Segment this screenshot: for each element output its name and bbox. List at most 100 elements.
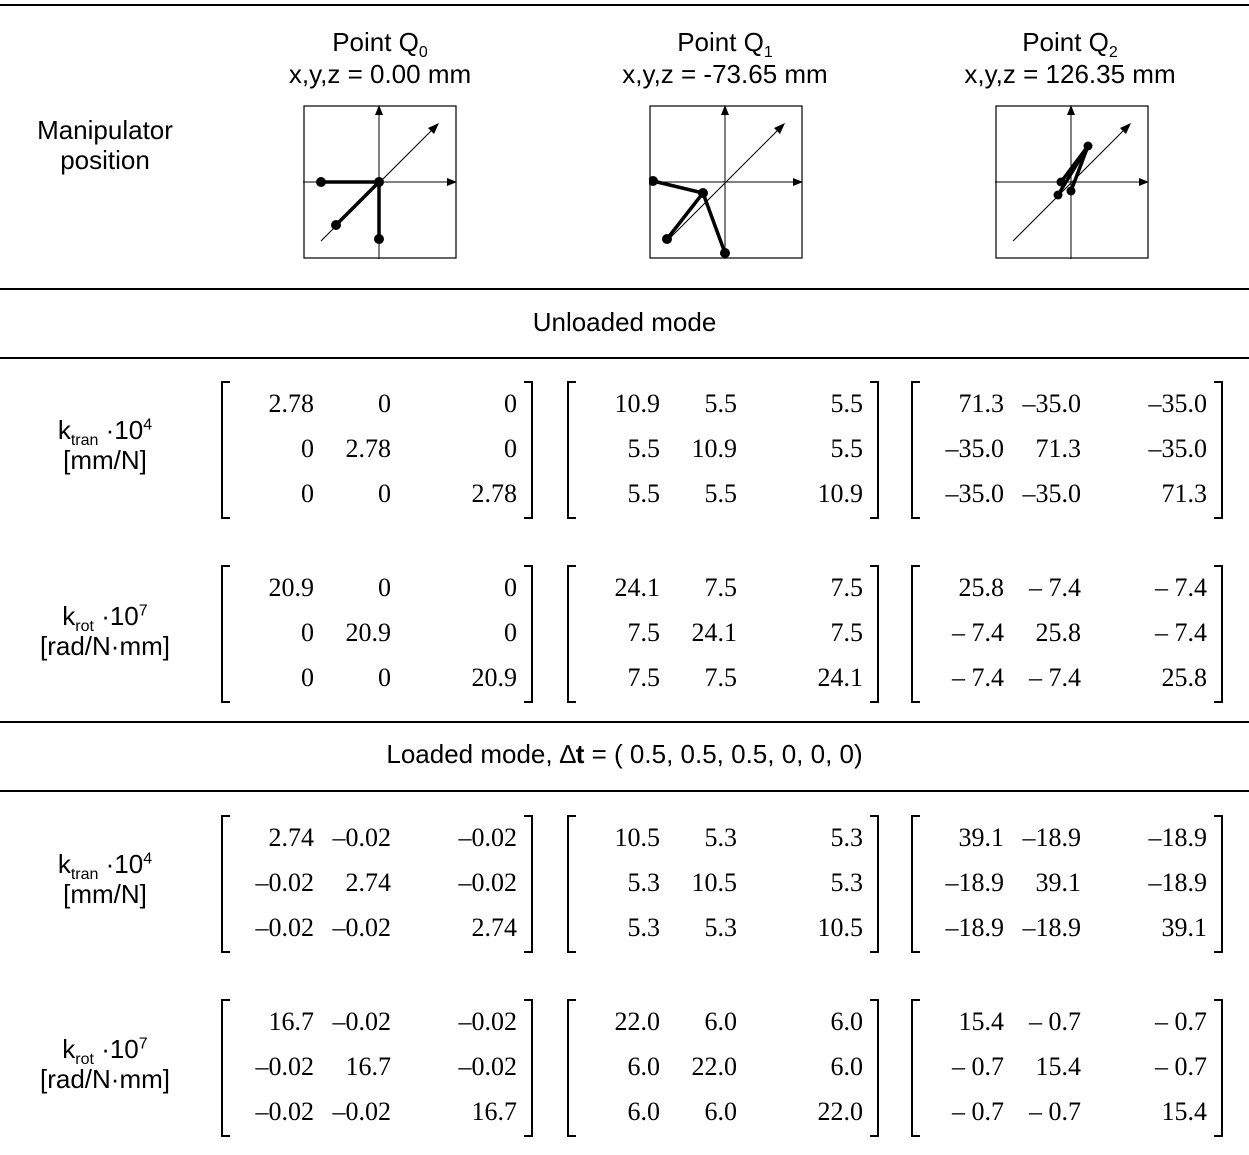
- point-q0-title: Point Q0: [332, 27, 428, 62]
- matrix-cell: 0: [378, 479, 391, 508]
- matrix-cell: 6.0: [627, 1052, 661, 1081]
- matrix-unloaded-tran-q1: 10.9 5.5 5.5 5.5 10.9 5.5 5.5 5.5 10.9: [567, 381, 879, 519]
- matrix-unloaded-tran-q2: 71.3 –35.0 –35.0 –35.0 71.3 –35.0 –35.0 –35.0 71…: [911, 381, 1223, 519]
- matrix-left-bracket: [911, 999, 920, 1137]
- matrix-left-bracket: [567, 381, 576, 519]
- matrix-left-bracket: [221, 815, 230, 953]
- matrix-cell: –0.02: [332, 913, 392, 942]
- matrix-cell: 22.0: [691, 1052, 738, 1081]
- matrix-cell: 25.8: [1161, 663, 1208, 692]
- matrix-cell: 2.78: [268, 389, 315, 418]
- matrix-cell: 39.1: [1035, 868, 1082, 897]
- top-rule: [0, 4, 1249, 6]
- manipulator-diagram-q0: [303, 105, 457, 259]
- matrix-cell: –0.02: [255, 868, 315, 897]
- ktran-label-loaded: ktran ·104 [mm/N]: [57, 849, 153, 909]
- matrix-cell: 25.8: [958, 573, 1005, 602]
- matrix-cell: 0: [504, 389, 517, 418]
- matrix-cell: 20.9: [268, 573, 315, 602]
- matrix-cell: 2.74: [345, 868, 392, 897]
- matrix-cell: – 7.4: [1155, 573, 1207, 602]
- matrix-right-bracket: [524, 815, 533, 953]
- matrix-left-bracket: [221, 999, 230, 1137]
- point-q1-coords: x,y,z = -73.65 mm: [622, 59, 828, 89]
- matrix-unloaded-rot-q1: 24.1 7.5 7.5 7.5 24.1 7.5 7.5 7.5 24.1: [567, 565, 879, 703]
- matrix-cell: 71.3: [1035, 434, 1082, 463]
- matrix-cell: – 0.7: [1029, 1007, 1081, 1036]
- matrix-cell: –0.02: [255, 913, 315, 942]
- matrix-cell: –18.9: [1022, 823, 1082, 852]
- matrix-cell: 10.9: [817, 479, 864, 508]
- point-q2-coords: x,y,z = 126.35 mm: [964, 59, 1176, 89]
- matrix-unloaded-rot-q0: 20.9 0 0 0 20.9 0 0 0 20.9: [221, 565, 533, 703]
- matrix-cell: 5.5: [830, 434, 864, 463]
- matrix-right-bracket: [524, 381, 533, 519]
- matrix-cell: 0: [504, 573, 517, 602]
- matrix-cell: – 0.7: [1029, 1097, 1081, 1126]
- matrix-cell: 0: [301, 618, 314, 647]
- matrix-cell: 15.4: [1035, 1052, 1082, 1081]
- matrix-cell: 71.3: [958, 389, 1005, 418]
- matrix-left-bracket: [911, 815, 920, 953]
- matrix-left-bracket: [221, 565, 230, 703]
- matrix-left-bracket: [567, 565, 576, 703]
- point-q1-header: Point Q1 x,y,z = -73.65 mm: [575, 26, 875, 90]
- krot-label-loaded: krot ·107 [rad/N·mm]: [40, 1034, 170, 1094]
- matrix-left-bracket: [911, 381, 920, 519]
- matrix-cell: 10.9: [691, 434, 738, 463]
- matrix-cell: 25.8: [1035, 618, 1082, 647]
- matrix-cell: 22.0: [817, 1097, 864, 1126]
- matrix-unloaded-rot-q2: 25.8 – 7.4 – 7.4 – 7.4 25.8 – 7.4 – 7.4 – 7.4 25…: [911, 565, 1223, 703]
- matrix-right-bracket: [1214, 381, 1223, 519]
- krot-label-unloaded: krot ·107 [rad/N·mm]: [40, 601, 170, 661]
- matrix-cell: –0.02: [255, 1052, 315, 1081]
- matrix-right-bracket: [524, 999, 533, 1137]
- point-q2-header: Point Q2 x,y,z = 126.35 mm: [920, 26, 1220, 90]
- matrix-cell: 6.0: [704, 1007, 738, 1036]
- matrix-cell: 2.78: [471, 479, 518, 508]
- matrix-cell: 16.7: [345, 1052, 392, 1081]
- matrix-cell: –18.9: [945, 913, 1005, 942]
- matrix-cell: 24.1: [817, 663, 864, 692]
- loaded-mode-title: Loaded mode, ∆t = ( 0.5, 0.5, 0.5, 0, 0,…: [386, 739, 863, 769]
- matrix-cell: 10.5: [691, 868, 738, 897]
- matrix-cell: –0.02: [332, 1097, 392, 1126]
- matrix-cell: –0.02: [255, 1097, 315, 1126]
- matrix-cell: –35.0: [945, 479, 1005, 508]
- matrix-cell: – 7.4: [1155, 618, 1207, 647]
- matrix-loaded-rot-q2: 15.4 – 0.7 – 0.7 – 0.7 15.4 – 0.7 – 0.7 – 0.7 15…: [911, 999, 1223, 1137]
- matrix-right-bracket: [1214, 999, 1223, 1137]
- matrix-cell: –0.02: [458, 868, 518, 897]
- matrix-cell: – 7.4: [1029, 573, 1081, 602]
- matrix-right-bracket: [524, 565, 533, 703]
- unloaded-mode-title: Unloaded mode: [532, 307, 717, 337]
- matrix-unloaded-tran-q0: 2.78 0 0 0 2.78 0 0 0 2.78: [221, 381, 533, 519]
- matrix-cell: 5.3: [704, 823, 738, 852]
- matrix-left-bracket: [221, 381, 230, 519]
- manipulator-diagram-q2: [995, 105, 1149, 259]
- matrix-cell: 0: [504, 434, 517, 463]
- matrix-cell: – 0.7: [952, 1052, 1004, 1081]
- matrix-cell: –18.9: [945, 868, 1005, 897]
- matrix-cell: – 0.7: [1155, 1007, 1207, 1036]
- matrix-cell: 5.5: [830, 389, 864, 418]
- point-q0-header: Point Q0 x,y,z = 0.00 mm: [230, 26, 530, 90]
- matrix-cell: 22.0: [614, 1007, 661, 1036]
- matrix-loaded-tran-q0: 2.74 –0.02 –0.02 –0.02 2.74 –0.02 –0.02 –0.02 2.…: [221, 815, 533, 953]
- loaded-rule: [0, 790, 1249, 792]
- manipulator-position-label: Manipulator position: [10, 115, 200, 175]
- matrix-right-bracket: [870, 815, 879, 953]
- header-rule: [0, 288, 1249, 290]
- matrix-cell: 6.0: [704, 1097, 738, 1126]
- matrix-cell: –35.0: [1022, 479, 1082, 508]
- matrix-cell: –0.02: [458, 1052, 518, 1081]
- ktran-label-unloaded: ktran ·104 [mm/N]: [57, 415, 153, 475]
- matrix-cell: 10.5: [614, 823, 661, 852]
- matrix-cell: – 0.7: [1155, 1052, 1207, 1081]
- matrix-cell: –18.9: [1148, 868, 1208, 897]
- matrix-cell: 16.7: [471, 1097, 518, 1126]
- manipulator-diagram-q1: [649, 105, 803, 259]
- mid-rule: [0, 721, 1249, 723]
- matrix-cell: 5.3: [704, 913, 738, 942]
- matrix-cell: 39.1: [958, 823, 1005, 852]
